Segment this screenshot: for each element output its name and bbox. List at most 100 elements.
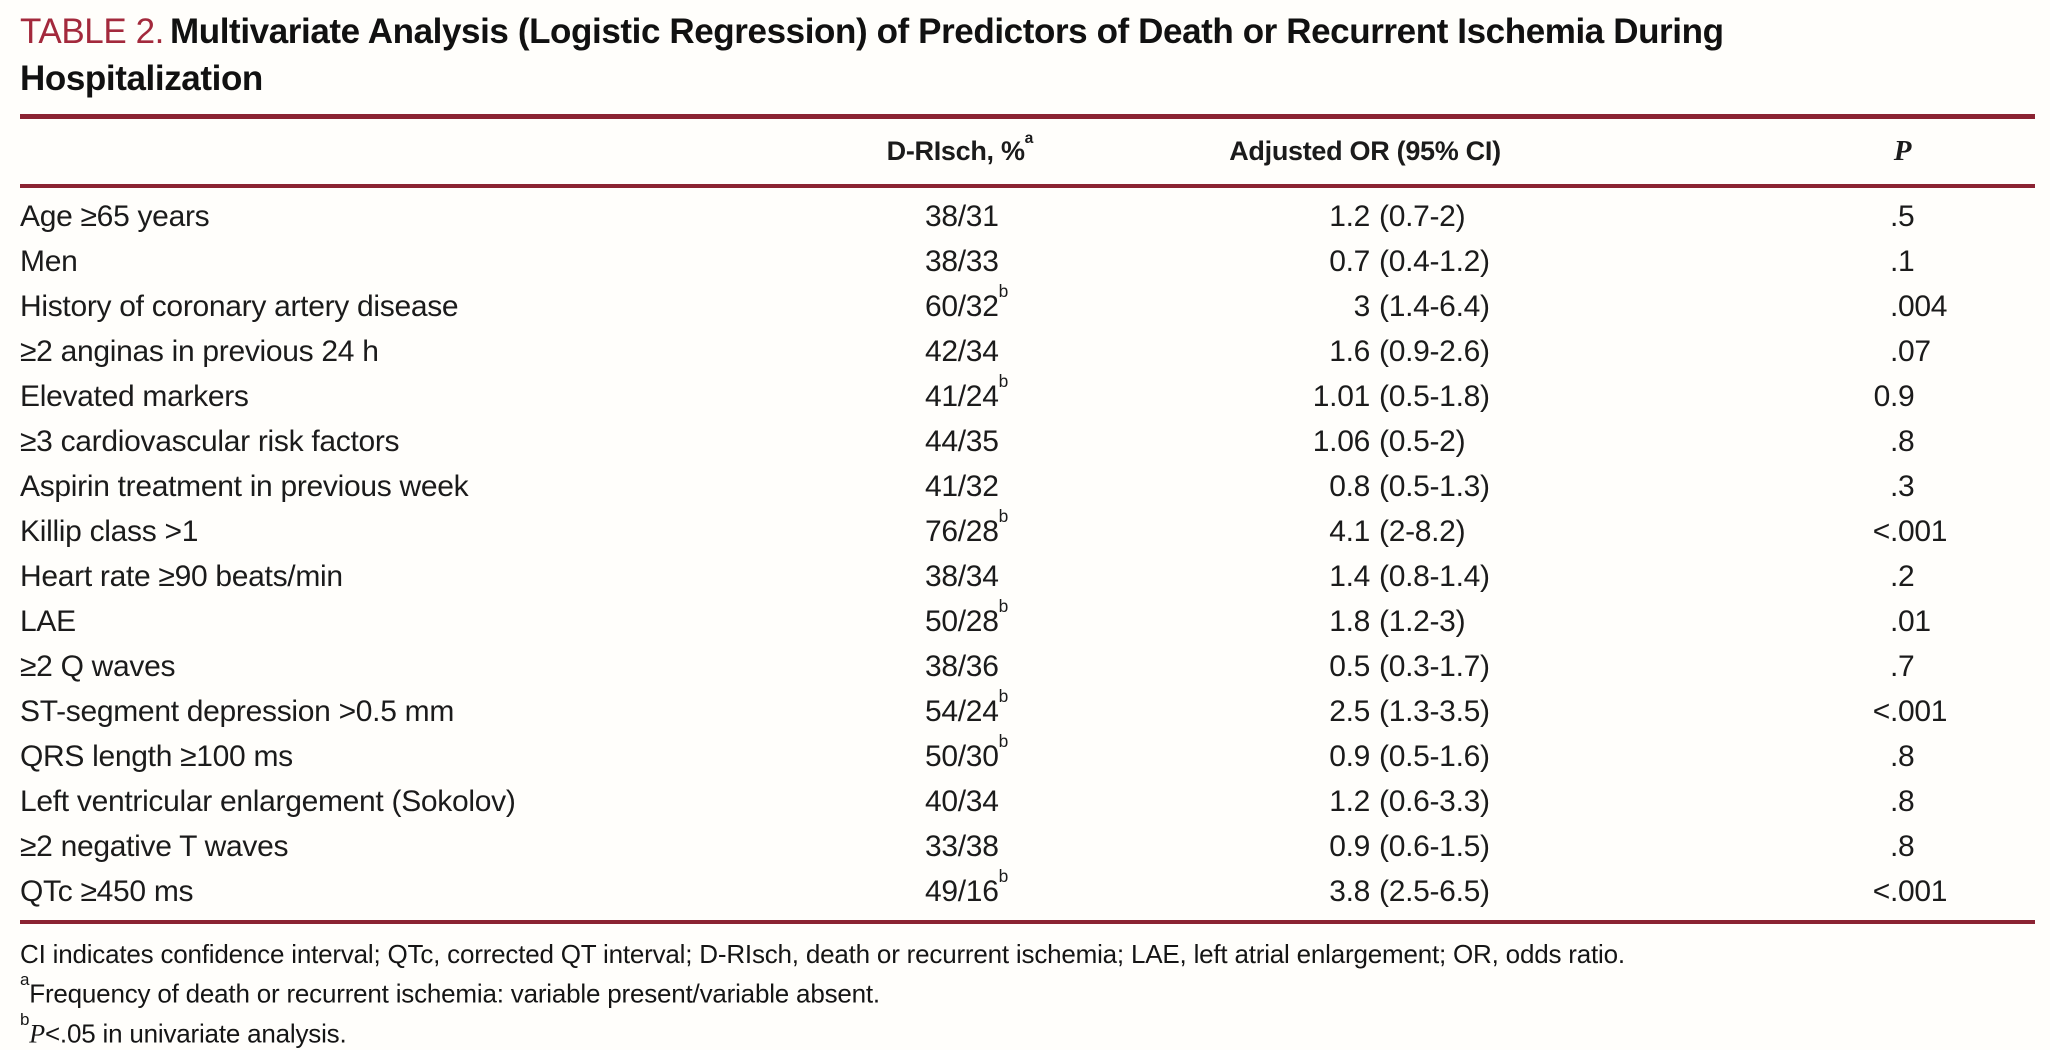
row-p-value: .5 (1890, 199, 1915, 233)
row-odds-ratio-value: 1.06 (0.5-2) (1312, 424, 1466, 458)
row-drisch-value: 38/34 (925, 560, 999, 593)
bottom-rule-divider (20, 920, 2035, 924)
row-variable-label: Left ventricular enlargement (Sokolov) (20, 784, 516, 818)
row-p-value: .8 (1890, 784, 1915, 818)
row-drisch-value: 40/34 (925, 785, 999, 818)
row-p-value: .8 (1890, 829, 1915, 863)
row-variable-label: QRS length ≥100 ms (20, 739, 293, 773)
row-p-value: .2 (1890, 559, 1915, 593)
table-row: ≥2 Q waves 38/36 0.5 (0.3-1.7) .7 (20, 644, 2035, 689)
row-superscript-b: b (998, 866, 1009, 887)
row-drisch-value: 42/34 (925, 335, 999, 368)
row-variable-label: Men (20, 244, 78, 278)
row-odds-ratio-value: 3 (1.4-6.4) (1353, 289, 1490, 323)
row-superscript-b: b (998, 686, 1009, 707)
row-drisch-value: 49/16b (925, 866, 1009, 908)
table-row: Elevated markers 41/24b 1.01 (0.5-1.8) 0.… (20, 371, 2035, 419)
row-drisch-value: 41/24b (925, 371, 1009, 413)
row-odds-ratio-value: 1.2 (0.6-3.3) (1329, 784, 1490, 818)
row-drisch-value: 41/32 (925, 470, 999, 503)
header-rule-divider (20, 184, 2035, 188)
table-number-label: TABLE 2. (20, 12, 164, 51)
footnote-b: bP<.05 in univariate analysis. (20, 1010, 347, 1049)
row-drisch-value: 33/38 (925, 830, 999, 863)
table-row: History of coronary artery disease 60/32… (20, 281, 2035, 329)
row-drisch-value: 60/32b (925, 281, 1009, 323)
row-odds-ratio-value: 2.5 (1.3-3.5) (1329, 694, 1490, 728)
row-p-value: 0.9 (1873, 379, 1915, 413)
row-p-value: .3 (1890, 469, 1915, 503)
row-odds-ratio-value: 1.2 (0.7-2) (1329, 199, 1466, 233)
table-footnotes: CI indicates confidence interval; QTc, c… (20, 938, 2035, 1050)
row-drisch-value: 38/36 (925, 650, 999, 683)
row-odds-ratio-value: 0.9 (0.6-1.5) (1329, 829, 1490, 863)
table-row: Men 38/33 0.7 (0.4-1.2) .1 (20, 239, 2035, 284)
row-p-value: .1 (1890, 244, 1915, 278)
row-p-value: .7 (1890, 649, 1915, 683)
table-row: Heart rate ≥90 beats/min 38/34 1.4 (0.8-1… (20, 554, 2035, 599)
row-variable-label: Heart rate ≥90 beats/min (20, 559, 343, 593)
row-superscript-b: b (998, 371, 1009, 392)
table-body: Age ≥65 years 38/31 1.2 (0.7-2) .5 Men 38… (20, 188, 2035, 920)
row-variable-label: Elevated markers (20, 379, 249, 413)
row-odds-ratio-value: 1.4 (0.8-1.4) (1329, 559, 1490, 593)
table-row: Age ≥65 years 38/31 1.2 (0.7-2) .5 (20, 194, 2035, 239)
table-row: ≥2 negative T waves 33/38 0.9 (0.6-1.5) .… (20, 824, 2035, 869)
column-header-drisch: D-RIsch, %a (886, 129, 1034, 166)
row-odds-ratio-value: 0.9 (0.5-1.6) (1329, 739, 1490, 773)
row-variable-label: QTc ≥450 ms (20, 874, 194, 908)
footnote-abbreviations: CI indicates confidence interval; QTc, c… (20, 939, 1625, 969)
table-row: QRS length ≥100 ms 50/30b 0.9 (0.5-1.6) .… (20, 731, 2035, 779)
row-variable-label: History of coronary artery disease (20, 289, 459, 323)
row-odds-ratio-value: 4.1 (2-8.2) (1329, 514, 1466, 548)
row-p-value: < .001 (1872, 514, 1948, 548)
footnote-a-marker: a (20, 970, 30, 990)
table-row: Killip class >1 76/28b 4.1 (2-8.2) < .001 (20, 506, 2035, 554)
table-row: ≥2 anginas in previous 24 h 42/34 1.6 (0.… (20, 329, 2035, 374)
row-p-value: .8 (1890, 424, 1915, 458)
table-row: QTc ≥450 ms 49/16b 3.8 (2.5-6.5) < .001 (20, 866, 2035, 914)
row-p-value: < .001 (1872, 874, 1948, 908)
row-drisch-value: 76/28b (925, 506, 1009, 548)
footnote-a: aFrequency of death or recurrent ischemi… (20, 970, 880, 1009)
table-row: LAE 50/28b 1.8 (1.2-3) .01 (20, 596, 2035, 644)
row-variable-label: Aspirin treatment in previous week (20, 469, 469, 503)
row-p-value: .004 (1890, 289, 1948, 323)
footnote-b-p-symbol: P (29, 1019, 45, 1049)
table-row: ≥3 cardiovascular risk factors 44/35 1.0… (20, 419, 2035, 464)
footnote-b-marker: b (20, 1010, 30, 1030)
row-variable-label: ST-segment depression >0.5 mm (20, 694, 455, 728)
column-header-p: P (1893, 135, 1912, 167)
row-drisch-value: 38/33 (925, 245, 999, 278)
row-drisch-value: 44/35 (925, 425, 999, 458)
row-odds-ratio-value: 1.8 (1.2-3) (1329, 604, 1466, 638)
row-superscript-b: b (998, 506, 1009, 527)
row-variable-label: Age ≥65 years (20, 199, 210, 233)
row-superscript-b: b (998, 596, 1009, 617)
column-header-adjusted-or: Adjusted OR (95% CI) (1229, 136, 1501, 166)
row-p-value: .01 (1890, 604, 1931, 638)
row-drisch-value: 50/30b (925, 731, 1009, 773)
row-variable-label: ≥2 anginas in previous 24 h (20, 334, 379, 368)
row-odds-ratio-value: 0.7 (0.4-1.2) (1329, 244, 1490, 278)
row-drisch-value: 38/31 (925, 200, 999, 233)
table-title: TABLE 2. Multivariate Analysis (Logistic … (20, 8, 2035, 102)
table-row: Aspirin treatment in previous week 41/32… (20, 464, 2035, 509)
row-variable-label: LAE (20, 604, 76, 638)
row-drisch-value: 50/28b (925, 596, 1009, 638)
row-variable-label: ≥2 Q waves (20, 649, 176, 683)
row-superscript-b: b (998, 731, 1009, 752)
row-variable-label: ≥3 cardiovascular risk factors (20, 424, 400, 458)
row-p-value: .07 (1890, 334, 1931, 368)
row-drisch-value: 54/24b (925, 686, 1009, 728)
row-odds-ratio-value: 0.8 (0.5-1.3) (1329, 469, 1490, 503)
row-variable-label: ≥2 negative T waves (20, 829, 289, 863)
table-title-line2: Hospitalization (20, 59, 263, 98)
row-p-value: .8 (1890, 739, 1915, 773)
row-odds-ratio-value: 3.8 (2.5-6.5) (1329, 874, 1490, 908)
top-rule-divider (20, 114, 2035, 119)
row-p-value: < .001 (1872, 694, 1948, 728)
table-header-row: D-RIsch, %a Adjusted OR (95% CI) P (20, 119, 2035, 184)
table-row: ST-segment depression >0.5 mm 54/24b 2.5… (20, 686, 2035, 734)
